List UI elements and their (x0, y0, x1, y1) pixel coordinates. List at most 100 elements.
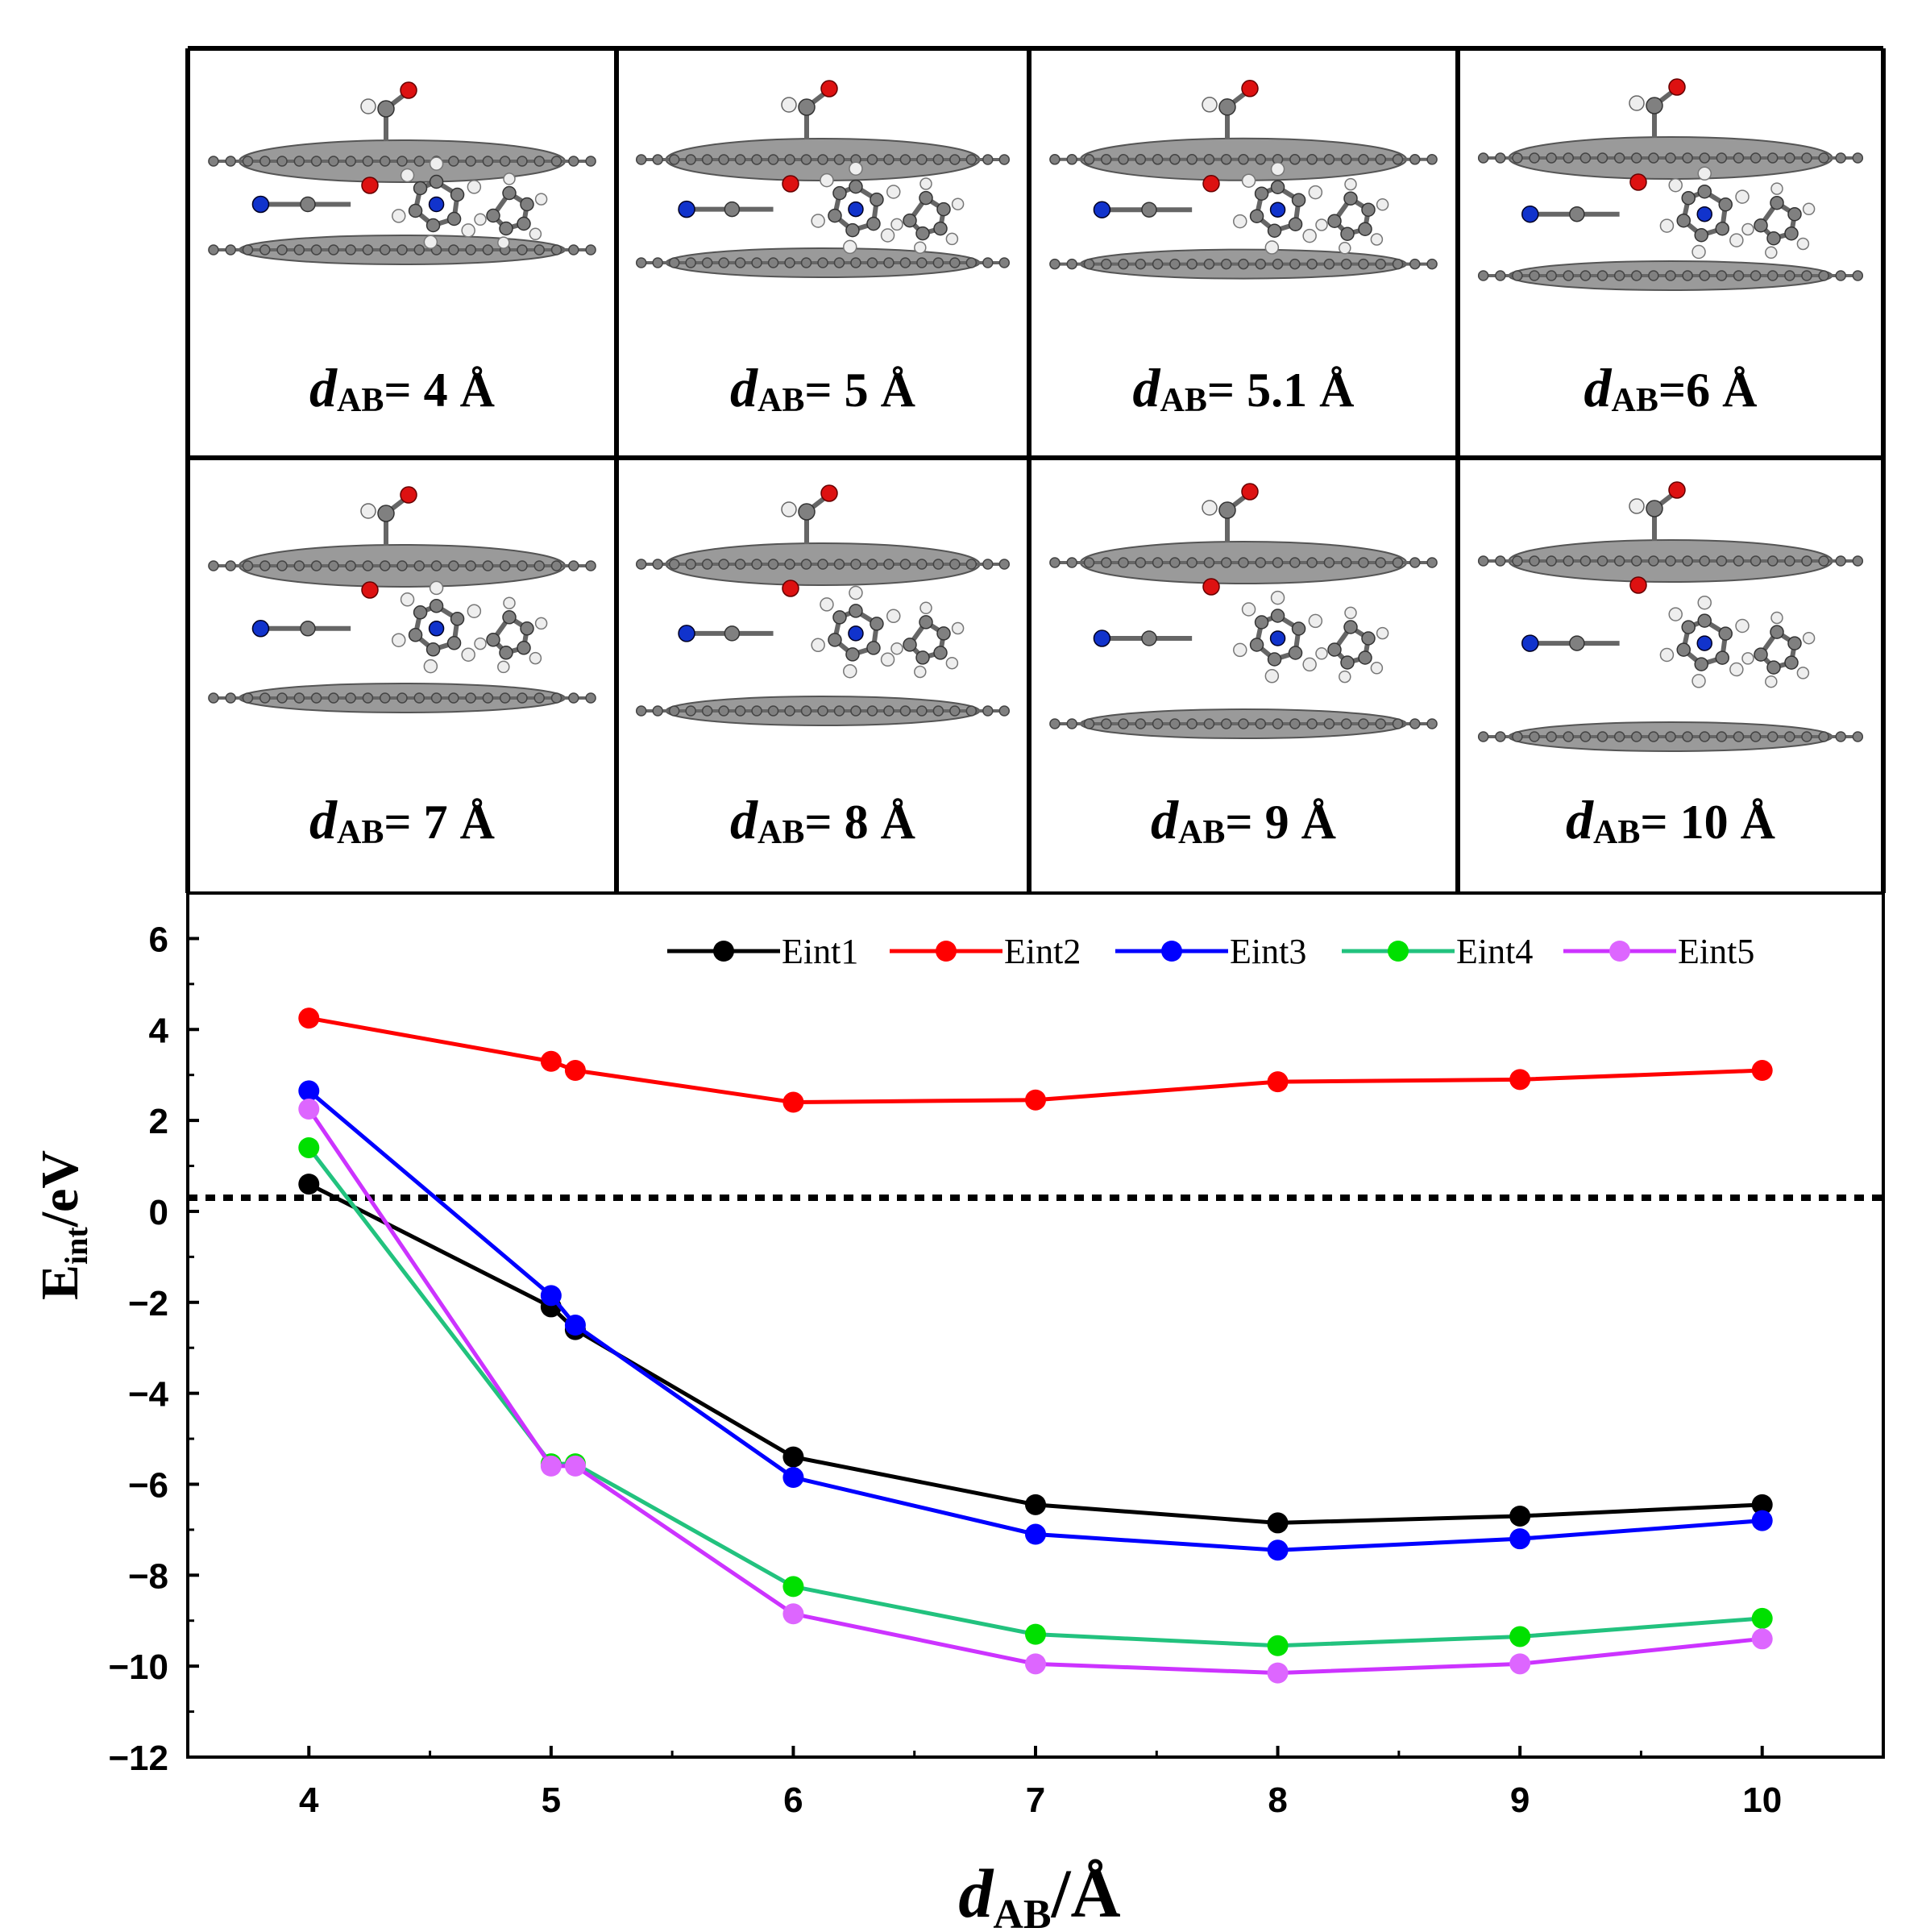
y-tick-label: −8 (128, 1556, 168, 1596)
carbon-atom (1579, 555, 1592, 567)
carbon-atom (800, 705, 812, 717)
carbon-atom (1343, 620, 1358, 634)
hydrogen-atom (1770, 182, 1783, 195)
carbon-atom (832, 610, 847, 625)
carbon-atom (1169, 557, 1181, 568)
caption-d: d (309, 357, 338, 418)
carbon-atom (899, 154, 911, 165)
carbon-atom (784, 154, 795, 165)
carbon-atom (734, 257, 746, 268)
hydrogen-atom (529, 227, 542, 241)
carbon-atom (751, 257, 762, 268)
carbon-atom (1238, 557, 1249, 568)
carbon-atom (800, 559, 812, 570)
carbon-atom (915, 650, 930, 665)
caption-sub: AB (337, 814, 384, 851)
carbon-atom (734, 705, 746, 717)
legend-item: Eint1 (667, 932, 858, 971)
nitrogen-atom (1521, 634, 1539, 652)
carbon-atom (1272, 718, 1284, 729)
carbon-atom (919, 190, 933, 206)
carbon-atom (1361, 202, 1376, 217)
oxygen-atom (1202, 578, 1220, 596)
carbon-atom (1375, 718, 1386, 729)
hydrogen-atom (1315, 647, 1328, 660)
carbon-atom (685, 705, 696, 717)
carbon-atom (932, 257, 944, 268)
carbon-atom (408, 628, 423, 642)
carbon-atom (932, 705, 944, 717)
hydrogen-atom (400, 168, 415, 183)
hydrogen-atom (820, 172, 834, 188)
carbon-atom (429, 599, 444, 613)
carbon-atom (718, 559, 729, 570)
carbon-atom (486, 633, 500, 647)
carbon-atom (701, 559, 713, 570)
carbon-atom (225, 244, 236, 256)
carbon-atom (1676, 642, 1691, 657)
carbon-atom (1101, 154, 1112, 165)
nitrogen-atom (251, 195, 270, 214)
carbon-atom (517, 216, 531, 231)
carbon-atom (1255, 718, 1267, 729)
aldehyde-group (781, 80, 838, 139)
carbon-atom (1135, 718, 1147, 729)
hydrogen-atom (1697, 595, 1712, 610)
carbon-atom (1754, 218, 1768, 233)
carbon-atom (1340, 154, 1352, 165)
hydrogen-atom (1765, 246, 1778, 260)
caption-sub: AB (1593, 814, 1640, 851)
oxygen-atom (1241, 80, 1259, 98)
hydrogen-atom (497, 236, 510, 249)
carbon-atom (1613, 555, 1625, 567)
carbon-atom (1220, 718, 1232, 729)
x-tick-label: 6 (783, 1780, 803, 1820)
carbon-atom (916, 559, 928, 570)
hydrogen-atom (919, 177, 932, 190)
carbon-atom (949, 559, 961, 570)
hydrogen-atom (1691, 674, 1706, 688)
carbon-atom (1049, 718, 1061, 729)
carbon-atom (448, 244, 459, 256)
carbon-atom (225, 692, 236, 704)
carbon-atom (1238, 258, 1249, 270)
hydrogen-atom (1796, 237, 1810, 251)
carbon-atom (1358, 258, 1369, 270)
carbon-atom (1801, 152, 1812, 164)
carbon-atom (208, 560, 219, 571)
carbon-atom (362, 560, 374, 571)
series-line (308, 1182, 1762, 1525)
carbon-atom (1340, 557, 1352, 568)
oxygen-atom (820, 484, 838, 502)
carbon-atom (832, 185, 847, 201)
carbon-atom (499, 560, 511, 571)
carbon-atom (767, 154, 779, 165)
hydrogen-atom (1370, 662, 1384, 675)
carbon-atom (465, 560, 476, 571)
y-tick-label: 2 (149, 1102, 168, 1141)
carbon-atom (1392, 718, 1404, 729)
hydrogen-atom (849, 585, 863, 600)
carbon-atom (585, 244, 596, 256)
carbon-atom (1852, 270, 1864, 281)
carbon-atom (1766, 660, 1781, 675)
carbon-atom (1646, 97, 1663, 114)
carbon-atom (833, 559, 845, 570)
hydrogen-atom (1765, 675, 1778, 688)
carbon-atom (870, 192, 884, 207)
carbon-atom (446, 211, 462, 226)
carbon-atom (310, 560, 322, 571)
carbon-atom (1323, 258, 1335, 270)
carbon-atom (1049, 258, 1061, 270)
carbon-atom (933, 646, 948, 660)
carbon-atom (718, 257, 729, 268)
carbon-atom (1083, 258, 1095, 270)
carbon-atom (1361, 631, 1376, 646)
carbon-atom (1770, 625, 1784, 639)
carbon-atom (242, 692, 254, 704)
hydrogen-atom (890, 642, 903, 655)
carbon-atom (965, 257, 978, 268)
carbon-atom (1569, 206, 1585, 222)
carbon-atom (1715, 650, 1729, 665)
